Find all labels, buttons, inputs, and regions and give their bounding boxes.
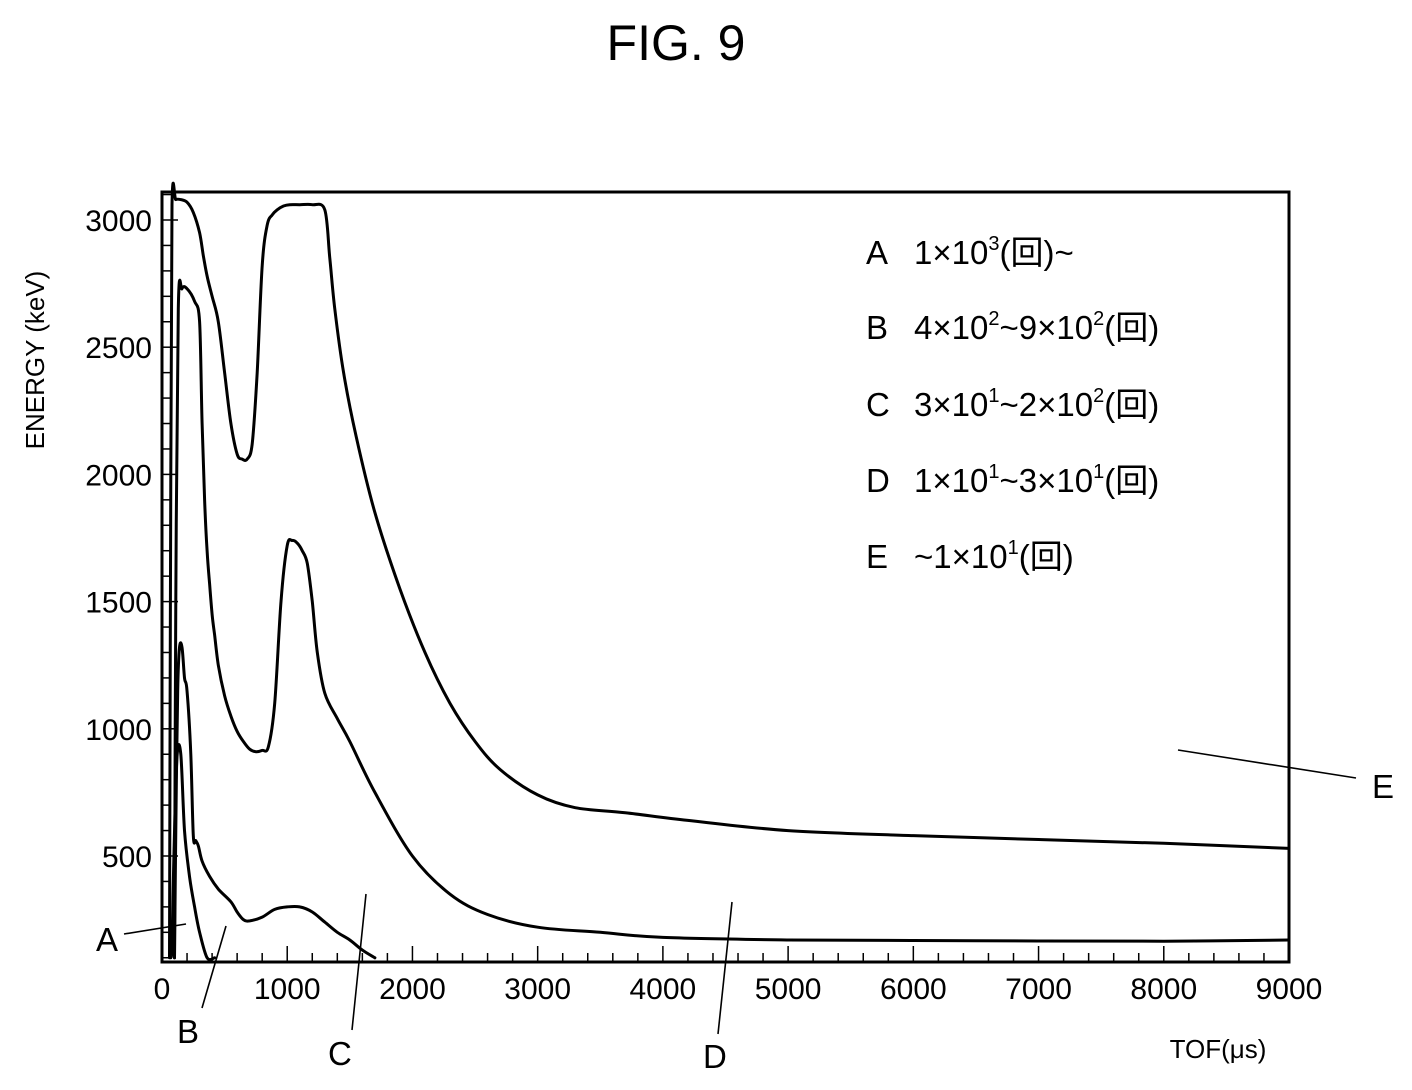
legend-letter-d: D (866, 462, 890, 499)
region-e-leader (1177, 749, 1357, 779)
y-tick-label: 1000 (85, 714, 152, 747)
region-label-a: A (96, 921, 118, 958)
region-d-leader (717, 901, 733, 1035)
legend-letter-e: E (866, 538, 888, 575)
legend-entry-d: 1×101~3×101(回) (914, 461, 1159, 499)
legend-letter-a: A (866, 234, 888, 271)
y-tick-label: 2500 (85, 332, 152, 365)
y-tick-label: 500 (102, 841, 152, 874)
region-c-leader (351, 893, 367, 1031)
region-a-leader (123, 923, 187, 935)
x-tick-label: 1000 (254, 973, 321, 1006)
x-tick-label: 2000 (379, 973, 446, 1006)
region-label-e: E (1372, 768, 1394, 805)
curves (168, 181, 1291, 962)
legend: A 1×103(回)~ B 4×102~9×102(回) C 3×101~2×102(回)… (866, 233, 1159, 575)
region-label-c: C (328, 1035, 352, 1072)
region-labels: A B C D E (96, 749, 1394, 1075)
x-axis-title: TOF(μs) (1170, 1034, 1267, 1064)
boundary-curve-4 (168, 181, 1291, 960)
legend-entry-c: 3×101~2×102(回) (914, 385, 1159, 423)
x-tick-label: 9000 (1256, 973, 1323, 1006)
boundary-curve-2 (173, 641, 377, 960)
region-b-leader (201, 925, 227, 1009)
y-tick-label: 1500 (85, 587, 152, 620)
x-tick-label: 4000 (630, 973, 697, 1006)
figure-title: FIG. 9 (607, 15, 746, 71)
region-label-d: D (703, 1038, 727, 1075)
x-tick-label: 8000 (1130, 973, 1197, 1006)
boundary-curve-1 (169, 743, 217, 962)
boundary-curve-3 (173, 278, 1291, 960)
x-tick-label: 3000 (504, 973, 571, 1006)
legend-entry-e: ~1×101(回) (914, 537, 1074, 575)
region-label-b: B (177, 1013, 199, 1050)
x-tick-label: 5000 (755, 973, 822, 1006)
legend-entry-b: 4×102~9×102(回) (914, 308, 1159, 346)
x-tick-label: 7000 (1005, 973, 1072, 1006)
y-tick-label: 3000 (85, 205, 152, 238)
x-tick-label: 6000 (880, 973, 947, 1006)
y-tick-label: 2000 (85, 459, 152, 492)
plot-frame (160, 190, 1291, 964)
legend-letter-c: C (866, 386, 890, 423)
axis-tick-labels: 0 1000 2000 3000 4000 5000 6000 7000 8000 9000 500… (85, 205, 1322, 1006)
legend-entry-a: 1×103(回)~ (914, 233, 1074, 271)
x-tick-label: 0 (154, 973, 171, 1006)
y-axis-title: ENERGY (keV) (20, 271, 50, 450)
legend-letter-b: B (866, 309, 888, 346)
